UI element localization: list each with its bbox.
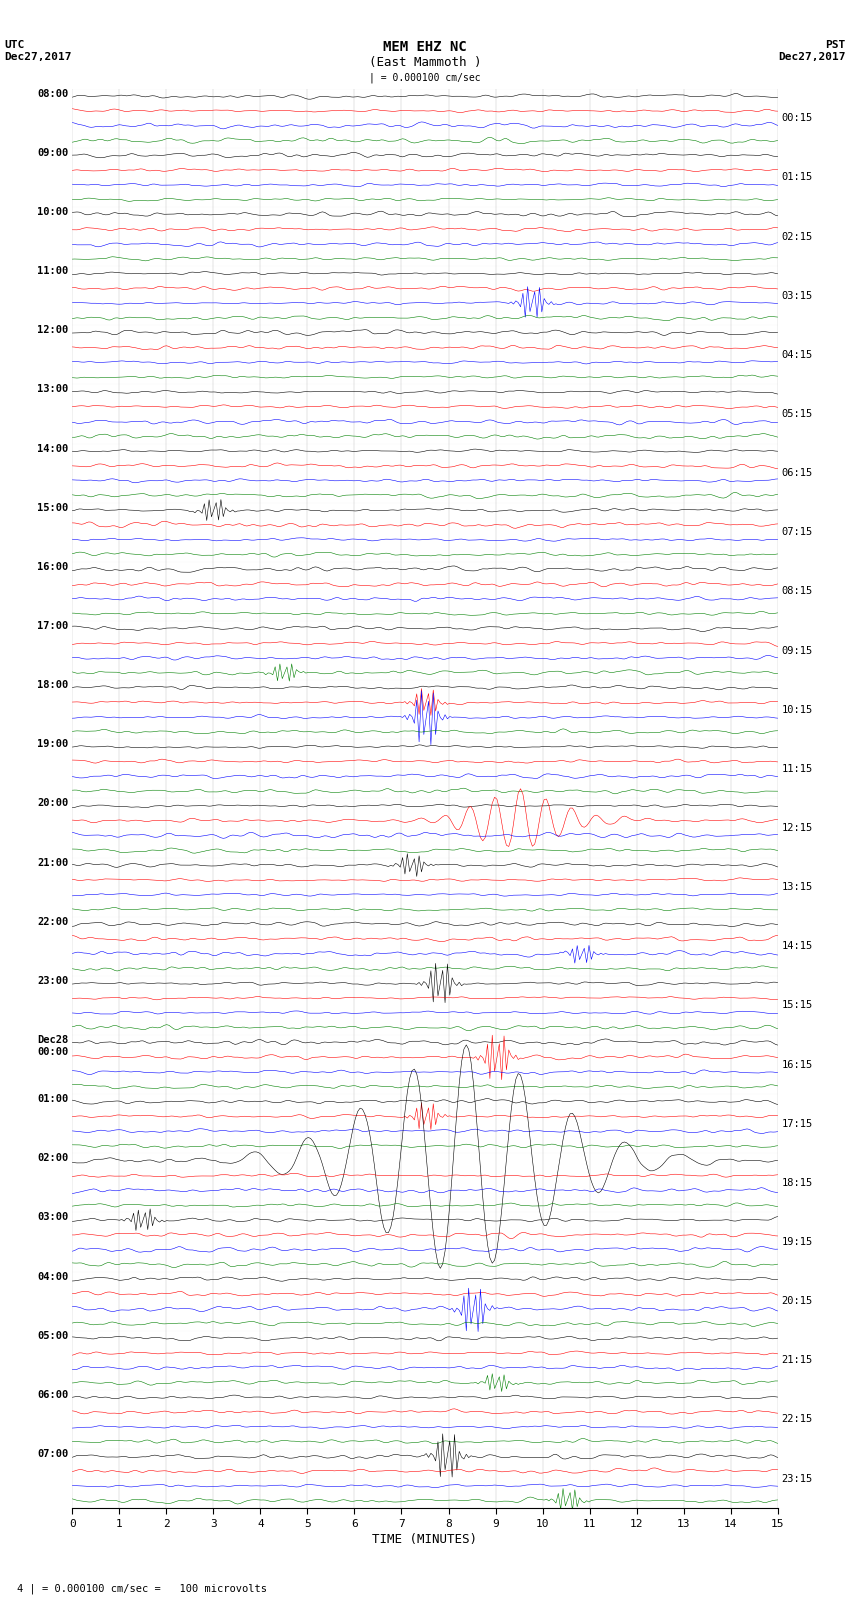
Text: 08:00: 08:00 [37, 89, 69, 98]
Text: 03:15: 03:15 [781, 290, 813, 300]
Text: 08:15: 08:15 [781, 587, 813, 597]
Text: 05:15: 05:15 [781, 410, 813, 419]
Text: 01:15: 01:15 [781, 173, 813, 182]
Text: 20:15: 20:15 [781, 1297, 813, 1307]
Text: 15:15: 15:15 [781, 1000, 813, 1010]
Text: 22:15: 22:15 [781, 1415, 813, 1424]
Text: 19:00: 19:00 [37, 739, 69, 750]
Text: 04:15: 04:15 [781, 350, 813, 360]
Text: 14:00: 14:00 [37, 444, 69, 453]
Text: 18:00: 18:00 [37, 681, 69, 690]
Text: 06:00: 06:00 [37, 1390, 69, 1400]
Text: 19:15: 19:15 [781, 1237, 813, 1247]
X-axis label: TIME (MINUTES): TIME (MINUTES) [372, 1532, 478, 1545]
Text: 04:00: 04:00 [37, 1271, 69, 1282]
Text: 02:00: 02:00 [37, 1153, 69, 1163]
Text: 03:00: 03:00 [37, 1213, 69, 1223]
Text: 12:15: 12:15 [781, 823, 813, 832]
Text: PST
Dec27,2017: PST Dec27,2017 [779, 40, 846, 61]
Text: 11:15: 11:15 [781, 765, 813, 774]
Text: | = 0.000100 cm/sec: | = 0.000100 cm/sec [369, 73, 481, 84]
Text: 06:15: 06:15 [781, 468, 813, 477]
Text: 16:00: 16:00 [37, 561, 69, 573]
Text: 11:00: 11:00 [37, 266, 69, 276]
Text: 23:15: 23:15 [781, 1474, 813, 1484]
Text: 12:00: 12:00 [37, 326, 69, 336]
Text: UTC
Dec27,2017: UTC Dec27,2017 [4, 40, 71, 61]
Text: 00:15: 00:15 [781, 113, 813, 123]
Text: 02:15: 02:15 [781, 232, 813, 242]
Text: 14:15: 14:15 [781, 942, 813, 952]
Text: 15:00: 15:00 [37, 503, 69, 513]
Text: 16:15: 16:15 [781, 1060, 813, 1069]
Text: 13:00: 13:00 [37, 384, 69, 395]
Text: 23:00: 23:00 [37, 976, 69, 986]
Text: 07:00: 07:00 [37, 1448, 69, 1460]
Text: 22:00: 22:00 [37, 916, 69, 927]
Text: MEM EHZ NC: MEM EHZ NC [383, 40, 467, 55]
Text: 17:15: 17:15 [781, 1119, 813, 1129]
Text: Dec28
00:00: Dec28 00:00 [37, 1036, 69, 1057]
Text: 18:15: 18:15 [781, 1177, 813, 1187]
Text: 20:00: 20:00 [37, 798, 69, 808]
Text: 05:00: 05:00 [37, 1331, 69, 1340]
Text: 13:15: 13:15 [781, 882, 813, 892]
Text: 01:00: 01:00 [37, 1094, 69, 1105]
Text: 09:00: 09:00 [37, 148, 69, 158]
Text: 10:00: 10:00 [37, 206, 69, 218]
Text: 10:15: 10:15 [781, 705, 813, 715]
Text: (East Mammoth ): (East Mammoth ) [369, 56, 481, 69]
Text: 21:00: 21:00 [37, 858, 69, 868]
Text: 21:15: 21:15 [781, 1355, 813, 1365]
Text: 07:15: 07:15 [781, 527, 813, 537]
Text: 09:15: 09:15 [781, 645, 813, 655]
Text: 17:00: 17:00 [37, 621, 69, 631]
Text: 4 | = 0.000100 cm/sec =   100 microvolts: 4 | = 0.000100 cm/sec = 100 microvolts [17, 1582, 267, 1594]
